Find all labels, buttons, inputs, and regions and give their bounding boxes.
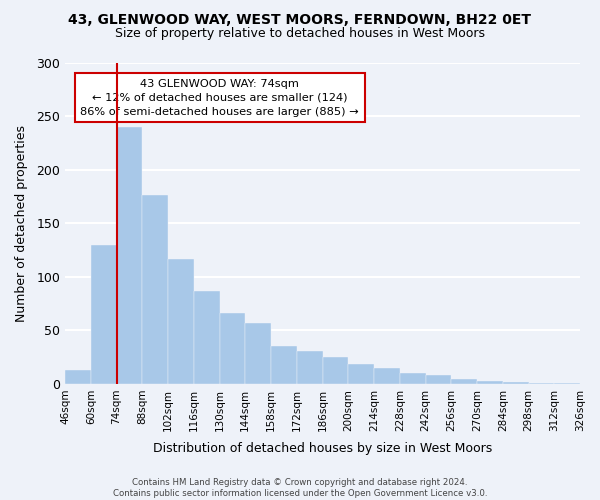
Text: Contains HM Land Registry data © Crown copyright and database right 2024.
Contai: Contains HM Land Registry data © Crown c…	[113, 478, 487, 498]
Bar	[220, 313, 245, 384]
Bar	[194, 290, 220, 384]
Bar	[142, 196, 168, 384]
Text: Size of property relative to detached houses in West Moors: Size of property relative to detached ho…	[115, 28, 485, 40]
Bar	[425, 376, 451, 384]
Bar	[65, 370, 91, 384]
Bar	[245, 323, 271, 384]
Bar	[348, 364, 374, 384]
Text: 43, GLENWOOD WAY, WEST MOORS, FERNDOWN, BH22 0ET: 43, GLENWOOD WAY, WEST MOORS, FERNDOWN, …	[68, 12, 532, 26]
Bar	[554, 383, 580, 384]
Bar	[529, 383, 554, 384]
Bar	[91, 244, 116, 384]
Y-axis label: Number of detached properties: Number of detached properties	[15, 124, 28, 322]
Bar	[116, 127, 142, 384]
Bar	[503, 382, 529, 384]
Text: 43 GLENWOOD WAY: 74sqm
← 12% of detached houses are smaller (124)
86% of semi-de: 43 GLENWOOD WAY: 74sqm ← 12% of detached…	[80, 78, 359, 116]
Bar	[323, 357, 348, 384]
Bar	[451, 378, 477, 384]
Bar	[168, 258, 194, 384]
Bar	[297, 350, 323, 384]
Bar	[477, 380, 503, 384]
Bar	[271, 346, 297, 384]
Bar	[400, 373, 425, 384]
X-axis label: Distribution of detached houses by size in West Moors: Distribution of detached houses by size …	[153, 442, 492, 455]
Bar	[374, 368, 400, 384]
